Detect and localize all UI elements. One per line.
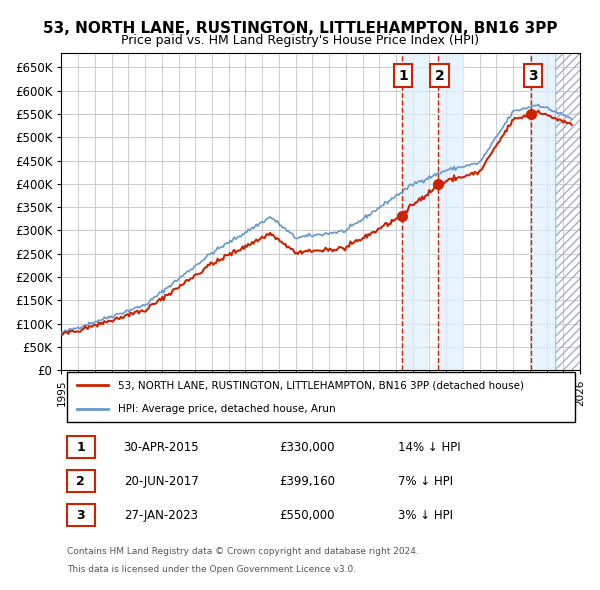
Text: 2: 2: [76, 474, 85, 487]
Bar: [531, 53, 556, 370]
Bar: [438, 53, 463, 370]
Text: £550,000: £550,000: [279, 509, 335, 522]
FancyBboxPatch shape: [67, 504, 95, 526]
FancyBboxPatch shape: [67, 372, 575, 422]
Bar: [401, 53, 427, 370]
Text: £399,160: £399,160: [279, 474, 335, 487]
Text: HPI: Average price, detached house, Arun: HPI: Average price, detached house, Arun: [118, 404, 336, 414]
Text: 30-APR-2015: 30-APR-2015: [124, 441, 199, 454]
Text: 3: 3: [76, 509, 85, 522]
Text: 20-JUN-2017: 20-JUN-2017: [124, 474, 199, 487]
Text: 3: 3: [528, 68, 538, 83]
Text: This data is licensed under the Open Government Licence v3.0.: This data is licensed under the Open Gov…: [67, 565, 356, 574]
Text: Contains HM Land Registry data © Crown copyright and database right 2024.: Contains HM Land Registry data © Crown c…: [67, 547, 418, 556]
Text: 2: 2: [434, 68, 445, 83]
Text: 7% ↓ HPI: 7% ↓ HPI: [398, 474, 454, 487]
Text: 14% ↓ HPI: 14% ↓ HPI: [398, 441, 461, 454]
FancyBboxPatch shape: [67, 470, 95, 493]
Text: £330,000: £330,000: [279, 441, 335, 454]
Text: 3% ↓ HPI: 3% ↓ HPI: [398, 509, 454, 522]
Text: 1: 1: [76, 441, 85, 454]
Text: 1: 1: [398, 68, 408, 83]
Text: 27-JAN-2023: 27-JAN-2023: [124, 509, 197, 522]
Text: 53, NORTH LANE, RUSTINGTON, LITTLEHAMPTON, BN16 3PP: 53, NORTH LANE, RUSTINGTON, LITTLEHAMPTO…: [43, 21, 557, 35]
Text: Price paid vs. HM Land Registry's House Price Index (HPI): Price paid vs. HM Land Registry's House …: [121, 34, 479, 47]
FancyBboxPatch shape: [67, 436, 95, 458]
Text: 53, NORTH LANE, RUSTINGTON, LITTLEHAMPTON, BN16 3PP (detached house): 53, NORTH LANE, RUSTINGTON, LITTLEHAMPTO…: [118, 381, 524, 391]
